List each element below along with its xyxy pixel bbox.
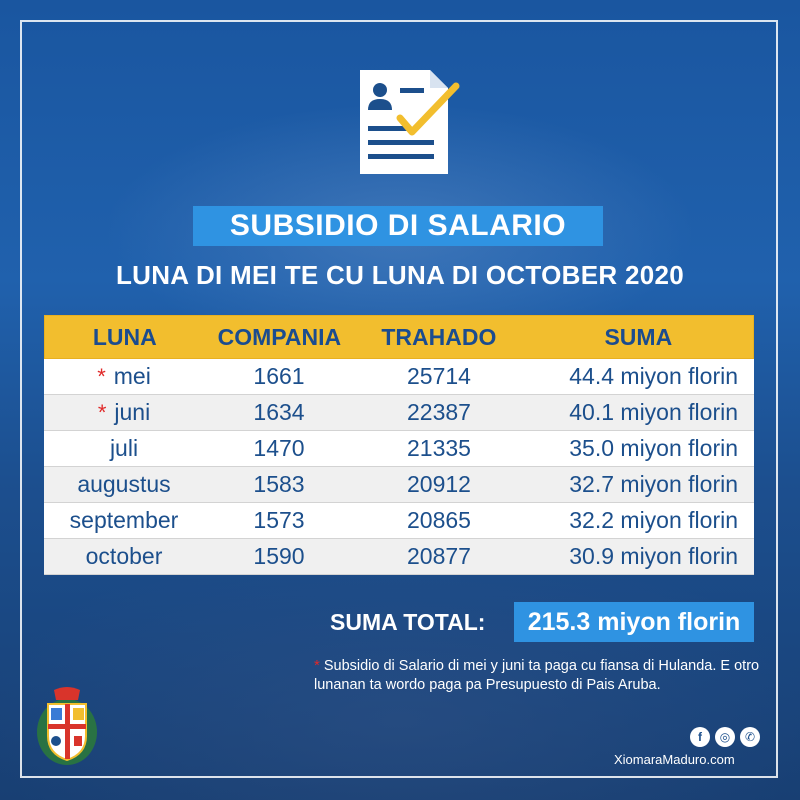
suma-cell: 35.0 miyon florin: [569, 435, 738, 461]
luna-cell: september: [69, 507, 179, 533]
compania-cell: 1590: [253, 543, 305, 569]
facebook-icon[interactable]: f: [690, 727, 710, 747]
compania-cell: 1661: [253, 363, 305, 389]
suma-cell: 32.2 miyon florin: [569, 507, 738, 533]
suma-cell: 32.7 miyon florin: [569, 471, 738, 497]
trahado-cell: 20912: [407, 471, 471, 497]
suma-cell: 30.9 miyon florin: [569, 543, 738, 569]
luna-cell: october: [85, 543, 163, 569]
compania-cell: 1634: [253, 399, 305, 425]
compania-cell: 1470: [253, 435, 305, 461]
trahado-cell: 20865: [407, 507, 471, 533]
suma-cell: 44.4 miyon florin: [569, 363, 738, 389]
asterisk-icon: *: [97, 400, 107, 425]
compania-cell: 1583: [253, 471, 305, 497]
document-checkmark-icon: [360, 70, 460, 174]
table-row: juli 1470 21335 35.0 miyon florin: [44, 431, 754, 467]
table-row: * juni 1634 22387 40.1 miyon florin: [44, 395, 754, 431]
table-row: october 1590 20877 30.9 miyon florin: [44, 539, 754, 575]
whatsapp-icon[interactable]: ✆: [740, 727, 760, 747]
table-row: * mei 1661 25714 44.4 miyon florin: [44, 359, 754, 395]
trahado-cell: 20877: [407, 543, 471, 569]
asterisk-icon: *: [314, 657, 320, 674]
table-header: LUNA COMPANIA TRAHADO SUMA: [44, 315, 754, 359]
social-links: f ◎ ✆: [690, 727, 760, 747]
luna-cell: * mei: [44, 363, 204, 390]
border-frame: [20, 20, 778, 778]
luna-cell: juli: [109, 435, 139, 461]
suma-cell: 40.1 miyon florin: [569, 399, 738, 425]
header-trahado: TRAHADO: [381, 323, 497, 350]
asterisk-icon: *: [97, 364, 106, 389]
total-label: SUMA TOTAL:: [330, 609, 486, 635]
website-link[interactable]: XiomaraMaduro.com: [614, 752, 735, 767]
luna-cell: augustus: [77, 471, 171, 497]
coat-of-arms-icon: [37, 687, 97, 765]
table-body: * mei 1661 25714 44.4 miyon florin * juni …: [44, 359, 754, 575]
total-value: 215.3 miyon florin: [514, 602, 754, 642]
header-suma: SUMA: [604, 323, 673, 350]
subtitle: LUNA DI MEI TE CU LUNA DI OCTOBER 2020: [115, 260, 685, 290]
footnote-text: Subsidio di Salario di mei y juni ta pag…: [314, 658, 760, 693]
table-row: augustus 1583 20912 32.7 miyon florin: [44, 467, 754, 503]
header-compania: COMPANIA: [217, 323, 342, 350]
trahado-cell: 22387: [407, 399, 471, 425]
salary-subsidy-table: LUNA COMPANIA TRAHADO SUMA * mei 1661 257…: [44, 315, 754, 575]
luna-value: juni: [114, 399, 151, 425]
instagram-icon[interactable]: ◎: [715, 727, 735, 747]
luna-cell: * juni: [44, 399, 204, 426]
compania-cell: 1573: [253, 507, 305, 533]
table-row: september 1573 20865 32.2 miyon florin: [44, 503, 754, 539]
luna-value: mei: [113, 363, 151, 389]
header-luna: LUNA: [92, 323, 157, 350]
footnote: * Subsidio di Salario di mei y juni ta pa…: [314, 656, 764, 695]
trahado-cell: 21335: [407, 435, 471, 461]
trahado-cell: 25714: [407, 363, 471, 389]
title-banner: SUBSIDIO DI SALARIO: [193, 206, 603, 246]
